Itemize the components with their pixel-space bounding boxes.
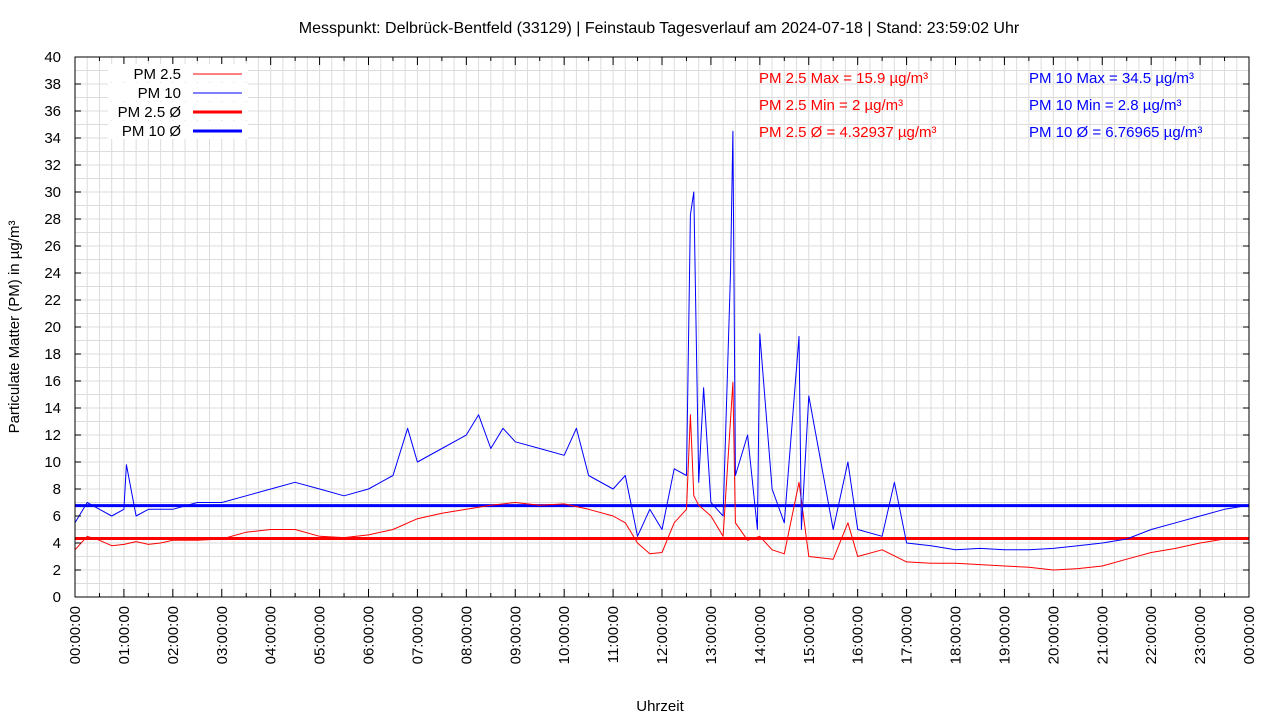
x-tick-label: 05:00:00: [312, 606, 329, 664]
x-tick-label: 15:00:00: [801, 606, 818, 664]
stat-pm25: PM 2.5 Min = 2 µg/m³: [759, 97, 903, 114]
axis-ticks: 024681012141618202224262830323436384000:…: [44, 49, 1258, 664]
legend: PM 2.5 PM 10 PM 2.5 Ø PM 10 Ø: [108, 64, 248, 140]
y-axis-label: Particulate Matter (PM) in µg/m³: [6, 221, 23, 434]
y-tick-label: 38: [44, 76, 61, 93]
x-tick-label: 09:00:00: [507, 606, 524, 664]
x-tick-label: 21:00:00: [1094, 606, 1111, 664]
legend-entry-label: PM 10 Ø: [122, 123, 182, 140]
y-tick-label: 2: [53, 562, 61, 579]
y-tick-label: 14: [44, 400, 61, 417]
x-tick-label: 08:00:00: [458, 606, 475, 664]
x-tick-label: 02:00:00: [165, 606, 182, 664]
stat-pm25: PM 2.5 Max = 15.9 µg/m³: [759, 70, 928, 87]
y-tick-label: 16: [44, 373, 61, 390]
chart-title: Messpunkt: Delbrück-Bentfeld (33129) | F…: [299, 20, 1020, 37]
y-tick-label: 34: [44, 130, 61, 147]
x-tick-label: 04:00:00: [263, 606, 280, 664]
x-tick-label: 13:00:00: [703, 606, 720, 664]
stat-pm10: PM 10 Max = 34.5 µg/m³: [1029, 70, 1194, 87]
y-tick-label: 4: [53, 535, 61, 552]
y-tick-label: 12: [44, 427, 61, 444]
y-tick-label: 30: [44, 184, 61, 201]
legend-bg: [108, 64, 248, 82]
y-tick-label: 10: [44, 454, 61, 471]
y-tick-label: 18: [44, 346, 61, 363]
y-tick-label: 8: [53, 481, 61, 498]
x-tick-label: 14:00:00: [752, 606, 769, 664]
stat-pm10: PM 10 Ø = 6.76965 µg/m³: [1029, 124, 1202, 141]
stats-annotations: PM 2.5 Max = 15.9 µg/m³ PM 2.5 Min = 2 µg…: [759, 70, 1202, 141]
y-tick-label: 28: [44, 211, 61, 228]
legend-bg: [108, 102, 248, 120]
y-tick-label: 22: [44, 292, 61, 309]
legend-bg: [108, 121, 248, 139]
y-tick-label: 40: [44, 49, 61, 66]
series-lines: [74, 130, 1250, 571]
y-tick-label: 0: [53, 589, 61, 606]
average-lines: [75, 504, 1249, 541]
x-tick-label: 20:00:00: [1045, 606, 1062, 664]
x-tick-label: 00:00:00: [67, 606, 84, 664]
x-tick-label: 22:00:00: [1143, 606, 1160, 664]
stat-pm10: PM 10 Min = 2.8 µg/m³: [1029, 97, 1181, 114]
y-tick-label: 20: [44, 319, 61, 336]
x-tick-label: 10:00:00: [556, 606, 573, 664]
x-tick-label: 01:00:00: [116, 606, 133, 664]
x-tick-label: 16:00:00: [850, 606, 867, 664]
x-tick-label: 11:00:00: [605, 606, 622, 663]
x-tick-label: 00:00:00: [1241, 606, 1258, 664]
y-tick-label: 26: [44, 238, 61, 255]
y-tick-label: 32: [44, 157, 61, 174]
x-tick-label: 07:00:00: [409, 606, 426, 664]
x-tick-label: 19:00:00: [996, 606, 1013, 664]
y-tick-label: 6: [53, 508, 61, 525]
y-tick-label: 36: [44, 103, 61, 120]
x-tick-label: 18:00:00: [948, 606, 965, 664]
x-axis-label: Uhrzeit: [636, 698, 684, 715]
x-tick-label: 06:00:00: [361, 606, 378, 664]
legend-entry-label: PM 2.5 Ø: [118, 104, 182, 121]
legend-entry-label: PM 2.5: [133, 66, 181, 83]
series-line-pm25: [74, 381, 1250, 571]
series-line-pm10: [74, 130, 1250, 551]
x-tick-label: 17:00:00: [899, 606, 916, 664]
x-tick-label: 23:00:00: [1192, 606, 1209, 664]
x-tick-label: 12:00:00: [654, 606, 671, 664]
legend-entry-label: PM 10: [138, 85, 181, 102]
stat-pm25: PM 2.5 Ø = 4.32937 µg/m³: [759, 124, 936, 141]
x-tick-label: 03:00:00: [214, 606, 231, 664]
legend-bg: [108, 83, 248, 101]
y-tick-label: 24: [44, 265, 61, 282]
